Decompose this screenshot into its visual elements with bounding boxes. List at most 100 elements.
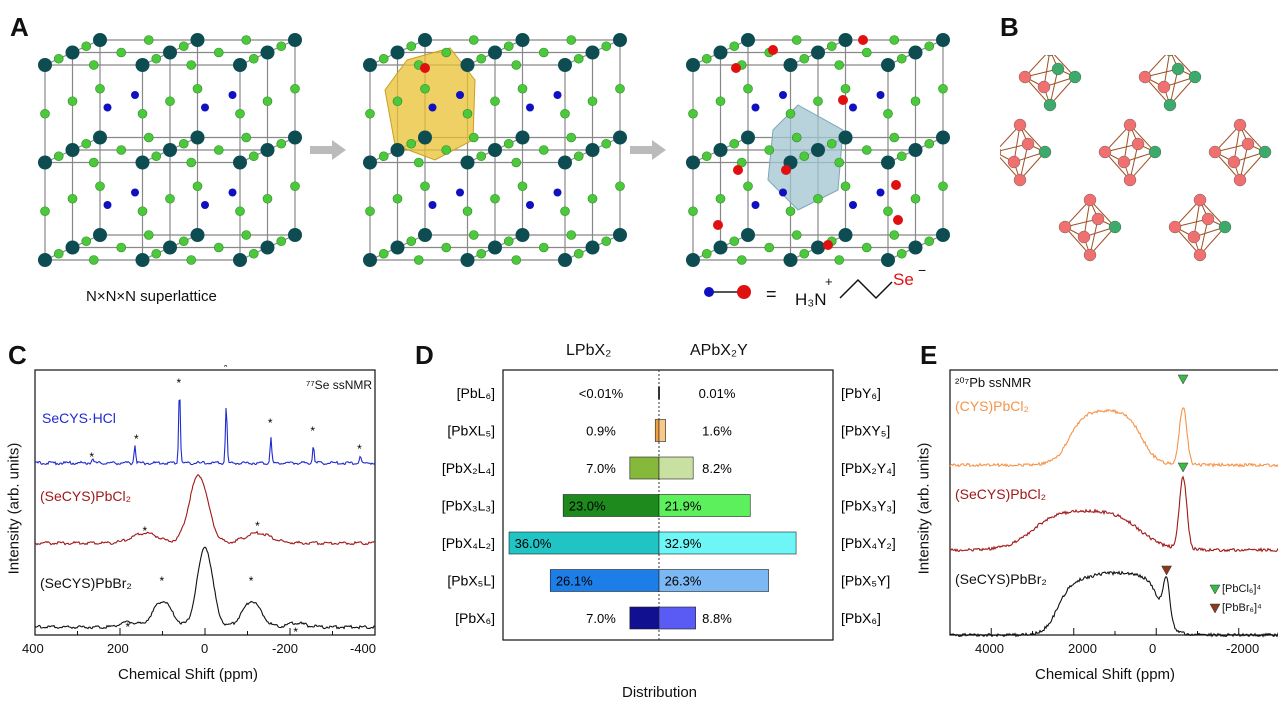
pct-left-5: 36.0% bbox=[515, 536, 552, 551]
corner-atom bbox=[260, 45, 275, 60]
edge-atom bbox=[587, 193, 598, 204]
edge-atom bbox=[511, 157, 522, 168]
bar-right-2 bbox=[658, 419, 666, 442]
corner-atom bbox=[488, 45, 502, 60]
peak-marker-star: * bbox=[177, 376, 182, 390]
edge-atom bbox=[53, 53, 64, 64]
edge-atom bbox=[896, 53, 907, 64]
edge-atom bbox=[290, 181, 300, 192]
center-cation bbox=[553, 91, 562, 99]
edge-atom bbox=[378, 53, 389, 64]
octahedron-edge bbox=[1239, 151, 1266, 181]
edge-atom bbox=[517, 181, 528, 192]
corner-atom bbox=[260, 143, 275, 157]
corner-atom bbox=[288, 33, 302, 47]
edge-atom bbox=[566, 35, 577, 45]
edge-atom bbox=[81, 41, 92, 52]
center-cation bbox=[131, 91, 139, 99]
peak-marker-star: * bbox=[143, 524, 148, 538]
selenium-atom bbox=[838, 95, 848, 105]
pct-left-4: 23.0% bbox=[569, 499, 606, 514]
selenium-atom bbox=[731, 63, 741, 73]
edge-atom bbox=[840, 181, 851, 192]
octahedron-vertex bbox=[1046, 55, 1054, 57]
panel-label-d: D bbox=[415, 340, 434, 370]
octahedron-vertex bbox=[1227, 155, 1241, 169]
octahedron-vertex bbox=[1123, 118, 1137, 132]
pct-left-6: 26.1% bbox=[556, 574, 593, 589]
octahedron-vertex bbox=[1021, 137, 1035, 151]
corner-atom bbox=[881, 155, 895, 170]
center-cation bbox=[779, 188, 787, 197]
edge-atom bbox=[538, 47, 549, 58]
edge-atom bbox=[840, 83, 851, 94]
edge-atom bbox=[441, 145, 452, 155]
edge-atom bbox=[235, 108, 245, 119]
center-cation bbox=[456, 188, 464, 197]
edge-atom bbox=[365, 206, 375, 217]
pbbr6-marker bbox=[1161, 565, 1172, 576]
edge-atom bbox=[262, 193, 273, 204]
panel-d-right-header: APbX₂Y bbox=[690, 342, 748, 359]
edge-atom bbox=[791, 230, 802, 240]
octahedron-vertex bbox=[1193, 248, 1207, 262]
octahedron-edge bbox=[1013, 124, 1021, 163]
panel-e-nmr-plot bbox=[949, 369, 1278, 638]
octahedron-vertex bbox=[1233, 118, 1247, 132]
corner-atom bbox=[741, 228, 755, 242]
octahedron-7 bbox=[1168, 193, 1232, 262]
edge-atom bbox=[406, 41, 417, 52]
edge-atom bbox=[213, 242, 224, 253]
ligand-minus-charge: − bbox=[918, 262, 927, 278]
edge-atom bbox=[785, 108, 796, 119]
corner-atom bbox=[163, 240, 177, 255]
edge-atom bbox=[834, 255, 845, 265]
edge-atom bbox=[88, 157, 99, 168]
corner-atom bbox=[390, 240, 405, 255]
transformation-arrow-1 bbox=[310, 140, 346, 160]
octahedron-vertex bbox=[1018, 70, 1032, 84]
edge-atom bbox=[503, 236, 514, 247]
panel-d-left-header: LPbX₂ bbox=[566, 342, 612, 359]
pbcl6-marker bbox=[1177, 462, 1189, 473]
corner-atom bbox=[460, 253, 475, 267]
edge-atom bbox=[511, 255, 522, 265]
octahedron-vertex bbox=[1218, 220, 1232, 234]
edge-atom bbox=[813, 96, 823, 107]
edge-atom bbox=[81, 236, 92, 247]
octahedron-edge bbox=[1019, 151, 1046, 181]
edge-atom bbox=[143, 230, 154, 240]
edge-atom bbox=[910, 193, 921, 204]
octahedron-edge bbox=[1193, 199, 1201, 238]
pct-right-3: 8.2% bbox=[702, 461, 732, 476]
panel-c-tick-neg200: -200 bbox=[272, 641, 299, 656]
trace-label-e-secys-pbbr2: (SeCYS)PbBr₂ bbox=[955, 571, 1047, 587]
edge-atom bbox=[601, 138, 612, 149]
corner-atom bbox=[838, 33, 853, 47]
edge-atom bbox=[248, 53, 259, 64]
pct-right-6: 26.3% bbox=[665, 574, 702, 589]
superlattice-cube-2 bbox=[363, 33, 627, 267]
peak-marker-star: * bbox=[126, 620, 131, 634]
panel-e-title: ²⁰⁷Pb ssNMR bbox=[955, 375, 1032, 390]
center-cation bbox=[228, 188, 237, 197]
center-cation bbox=[131, 188, 139, 197]
nitrogen-atom bbox=[704, 287, 714, 297]
edge-atom bbox=[81, 138, 92, 149]
center-cation bbox=[526, 201, 534, 209]
corner-atom bbox=[515, 130, 530, 145]
panel-e-xlabel: Chemical Shift (ppm) bbox=[1035, 666, 1176, 683]
octahedron-edge bbox=[1169, 76, 1196, 106]
row-label-right-6: [PbX₅Y] bbox=[841, 573, 890, 589]
edge-atom bbox=[116, 242, 127, 253]
edge-atom bbox=[378, 248, 389, 259]
edge-atom bbox=[192, 83, 203, 94]
trace-label-e-secys-pbcl2: (SeCYS)PbCl₂ bbox=[955, 486, 1047, 502]
legend-label-pbcl6: [PbCl₆]⁴ bbox=[1222, 583, 1262, 595]
edge-atom bbox=[566, 132, 577, 143]
corner-atom bbox=[585, 240, 600, 255]
edge-atom bbox=[813, 193, 823, 204]
row-label-right-4: [PbX₃Y₃] bbox=[841, 498, 896, 514]
corner-atom bbox=[488, 143, 502, 157]
corner-atom bbox=[558, 253, 572, 267]
